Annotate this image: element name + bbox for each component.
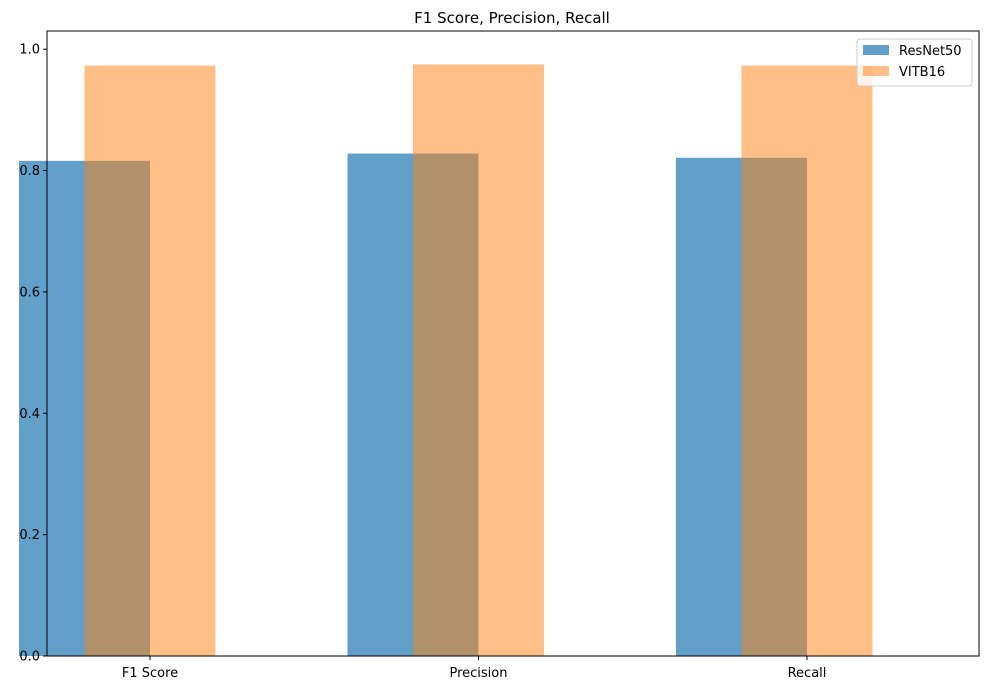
bar-vitb16-recall [741, 65, 873, 656]
x-tick-label-precision: Precision [449, 666, 507, 681]
bars-layer [19, 64, 873, 657]
plot-frame [46, 30, 980, 657]
legend: ResNet50 VITB16 [856, 38, 973, 87]
x-axis: F1 Score Precision Recall [122, 656, 827, 681]
legend-swatch-vitb16 [863, 66, 889, 76]
bar-vitb16-precision [413, 64, 544, 657]
x-tick-label-recall: Recall [788, 666, 827, 681]
y-axis: 0.0 0.2 0.4 0.6 0.8 1.0 [19, 43, 47, 665]
y-tick-label: 0.2 [19, 528, 40, 543]
y-tick-label: 0.8 [19, 164, 40, 179]
chart-title: F1 Score, Precision, Recall [414, 9, 610, 27]
legend-label-vitb16: VITB16 [899, 65, 945, 80]
legend-swatch-resnet50 [863, 45, 889, 55]
y-tick-label: 0.0 [19, 650, 40, 665]
bar-vitb16-f1-score [84, 65, 216, 656]
legend-label-resnet50: ResNet50 [899, 44, 962, 59]
x-tick-label-f1-score: F1 Score [122, 666, 178, 681]
y-tick-label: 1.0 [19, 43, 40, 58]
y-tick-label: 0.6 [19, 285, 40, 300]
y-tick-label: 0.4 [19, 407, 40, 422]
